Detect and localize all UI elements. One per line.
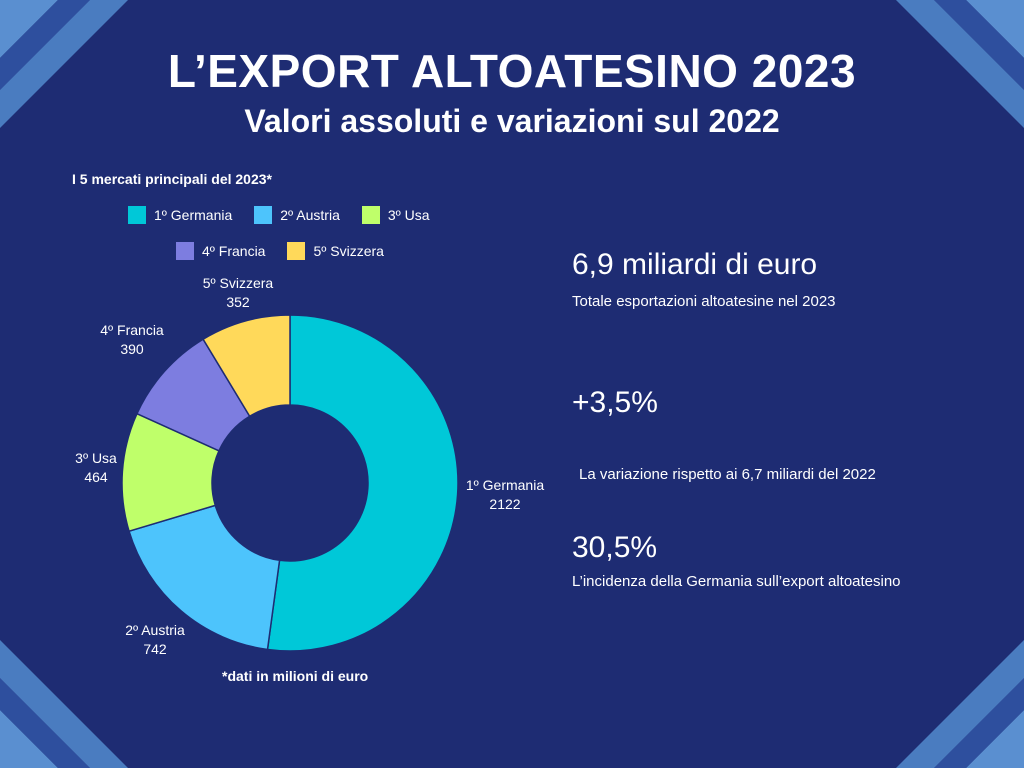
corner-stripes-bottom-left (0, 618, 150, 768)
slice-value-usa: 464 (84, 469, 108, 485)
stat-total-exports-desc: Totale esportazioni altoatesine nel 2023 (572, 293, 836, 310)
slice-value-germania: 2122 (489, 496, 520, 512)
legend-item-germania: 1º Germania (128, 206, 232, 224)
legend-label-svizzera: 5º Svizzera (313, 243, 384, 259)
legend-item-svizzera: 5º Svizzera (287, 242, 384, 260)
legend-swatch-usa (361, 206, 380, 224)
page-title: L’EXPORT ALTOATESINO 2023 (167, 45, 857, 97)
legend-label-germania: 1º Germania (154, 207, 233, 223)
slice-value-austria: 742 (143, 641, 167, 657)
donut-slice-austria (128, 504, 281, 651)
page-subtitle: Valori assoluti e variazioni sul 2022 (244, 103, 780, 139)
chart-legend-row-1: 1º Germania 2º Austria 3º Usa (128, 206, 452, 224)
legend-swatch-svizzera (287, 242, 306, 260)
stat-variation-value: +3,5% (572, 386, 658, 419)
donut-slice-svizzera (202, 314, 291, 418)
chart-footnote: *dati in milioni di euro (222, 668, 369, 684)
legend-label-usa: 3º Usa (387, 207, 430, 223)
slice-value-francia: 390 (120, 341, 144, 357)
slice-label-germania: 1º Germania (466, 477, 544, 493)
chart-legend-row-2: 4º Francia 5º Svizzera (176, 242, 406, 260)
slice-label-francia: 4º Francia (100, 322, 164, 338)
legend-swatch-austria (254, 206, 273, 224)
stat-germany-share-desc: L’incidenza della Germania sull’export a… (572, 573, 901, 590)
corner-stripes-top-right (874, 0, 1024, 150)
legend-swatch-francia (176, 242, 194, 260)
slice-label-austria: 2º Austria (125, 622, 185, 638)
donut-slice-germania (266, 314, 459, 652)
stat-variation-desc: La variazione rispetto ai 6,7 miliardi d… (579, 466, 876, 483)
corner-stripes-bottom-right (874, 618, 1024, 768)
slice-label-svizzera: 5º Svizzera (203, 275, 274, 291)
corner-stripes-top-left (0, 0, 150, 150)
chart-title: I 5 mercati principali del 2023* (72, 171, 272, 187)
legend-item-usa: 3º Usa (361, 206, 430, 224)
stat-total-exports-value: 6,9 miliardi di euro (572, 248, 818, 281)
slice-value-svizzera: 352 (226, 294, 250, 310)
legend-swatch-germania (128, 206, 146, 224)
legend-item-austria: 2º Austria (254, 206, 340, 224)
legend-item-francia: 4º Francia (176, 242, 265, 260)
legend-label-austria: 2º Austria (280, 207, 340, 223)
slice-label-usa: 3º Usa (75, 450, 117, 466)
stat-germany-share-value: 30,5% (572, 531, 658, 564)
legend-label-francia: 4º Francia (202, 243, 266, 259)
